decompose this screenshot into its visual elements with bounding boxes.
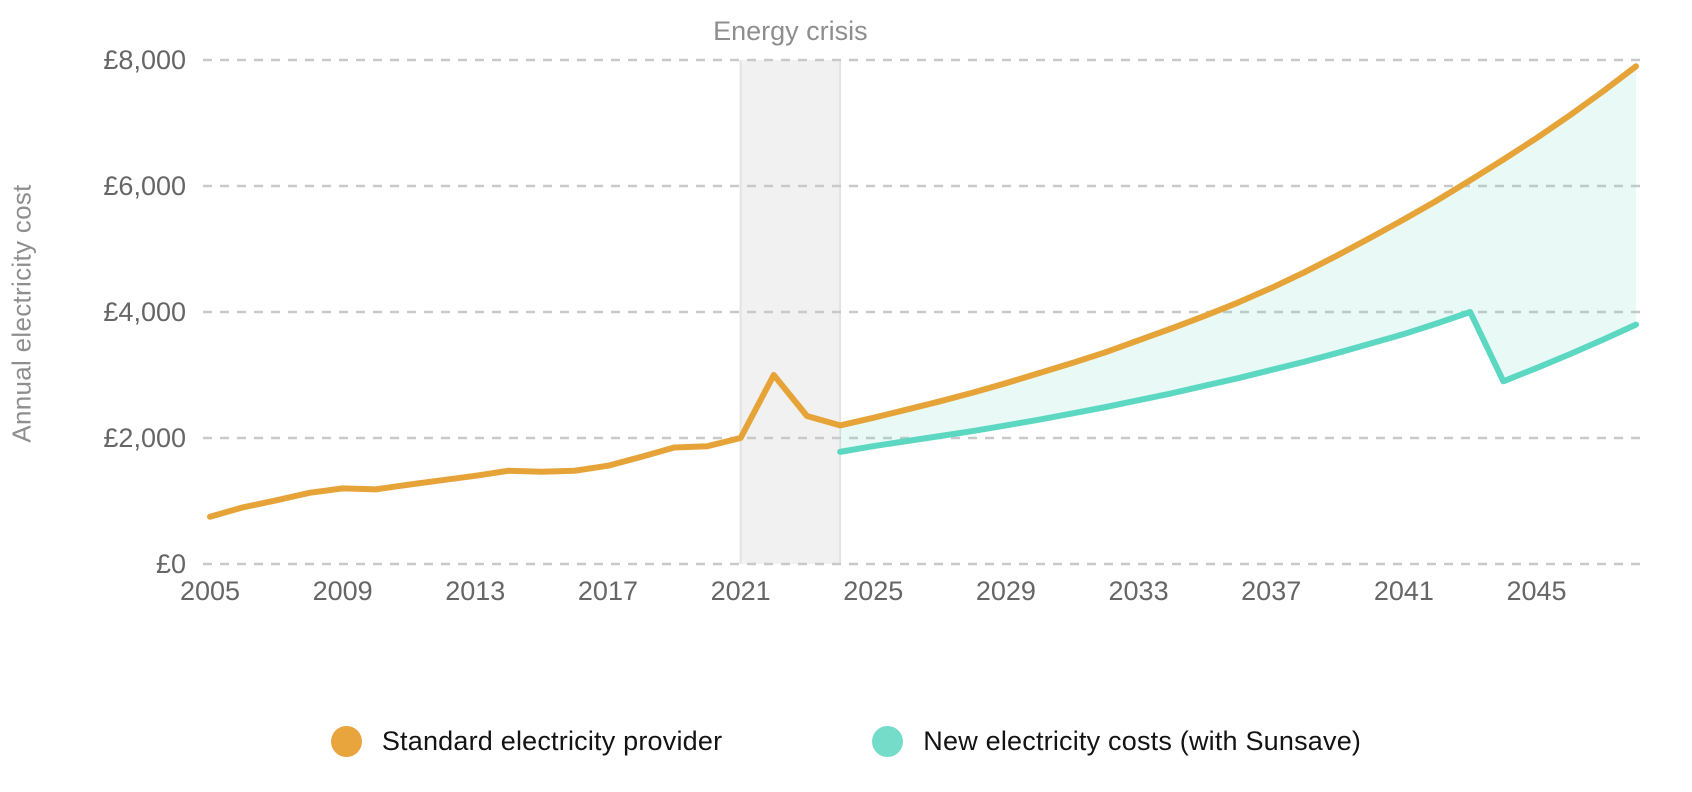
x-tick-label: 2045 xyxy=(1506,576,1566,606)
x-tick-label: 2005 xyxy=(180,576,240,606)
standard-provider-line xyxy=(207,63,1639,520)
sunsave-costs-line xyxy=(837,309,1639,455)
standard-provider-dot-icon xyxy=(330,726,362,757)
x-tick-label: 2021 xyxy=(711,576,771,606)
chart-area: Energy crisis £0 £2,000 £4,000 £6,000 £8,000… xyxy=(6,16,1641,606)
energy-crisis-annotation: Energy crisis xyxy=(713,16,868,46)
x-tick-label: 2033 xyxy=(1109,576,1169,606)
x-tick-label: 2037 xyxy=(1241,576,1301,606)
legend-label-standard-provider: Standard electricity provider xyxy=(381,726,723,756)
y-tick-label: £4,000 xyxy=(103,297,186,327)
y-tick-label: £6,000 xyxy=(103,171,186,201)
x-tick-label: 2013 xyxy=(445,576,505,606)
x-tick-label: 2009 xyxy=(313,576,373,606)
y-tick-label: £0 xyxy=(156,549,186,579)
legend-item-standard-provider: Standard electricity provider xyxy=(330,726,723,757)
x-tick-label: 2025 xyxy=(843,576,903,606)
x-axis-tick-labels: 2005 2009 2013 2017 2021 2025 2029 2033 2037 2041… xyxy=(180,576,1567,606)
y-tick-label: £2,000 xyxy=(103,423,186,453)
y-tick-label: £8,000 xyxy=(103,45,186,75)
sunsave-costs-dot-icon xyxy=(872,726,904,757)
y-axis-tick-labels: £0 £2,000 £4,000 £6,000 £8,000 xyxy=(103,45,186,579)
legend-label-sunsave-costs: New electricity costs (with Sunsave) xyxy=(923,726,1362,756)
x-tick-label: 2041 xyxy=(1374,576,1434,606)
cost-comparison-line-chart: Energy crisis £0 £2,000 £4,000 £6,000 £8,000… xyxy=(103,16,1641,606)
legend-item-sunsave-costs: New electricity costs (with Sunsave) xyxy=(872,726,1361,757)
chart-legend: Standard electricity provider New electr… xyxy=(0,726,1692,757)
x-tick-label: 2017 xyxy=(578,576,638,606)
savings-area-fill xyxy=(840,66,1636,452)
x-tick-label: 2029 xyxy=(976,576,1036,606)
y-axis-title: Annual electricity cost xyxy=(6,184,37,443)
